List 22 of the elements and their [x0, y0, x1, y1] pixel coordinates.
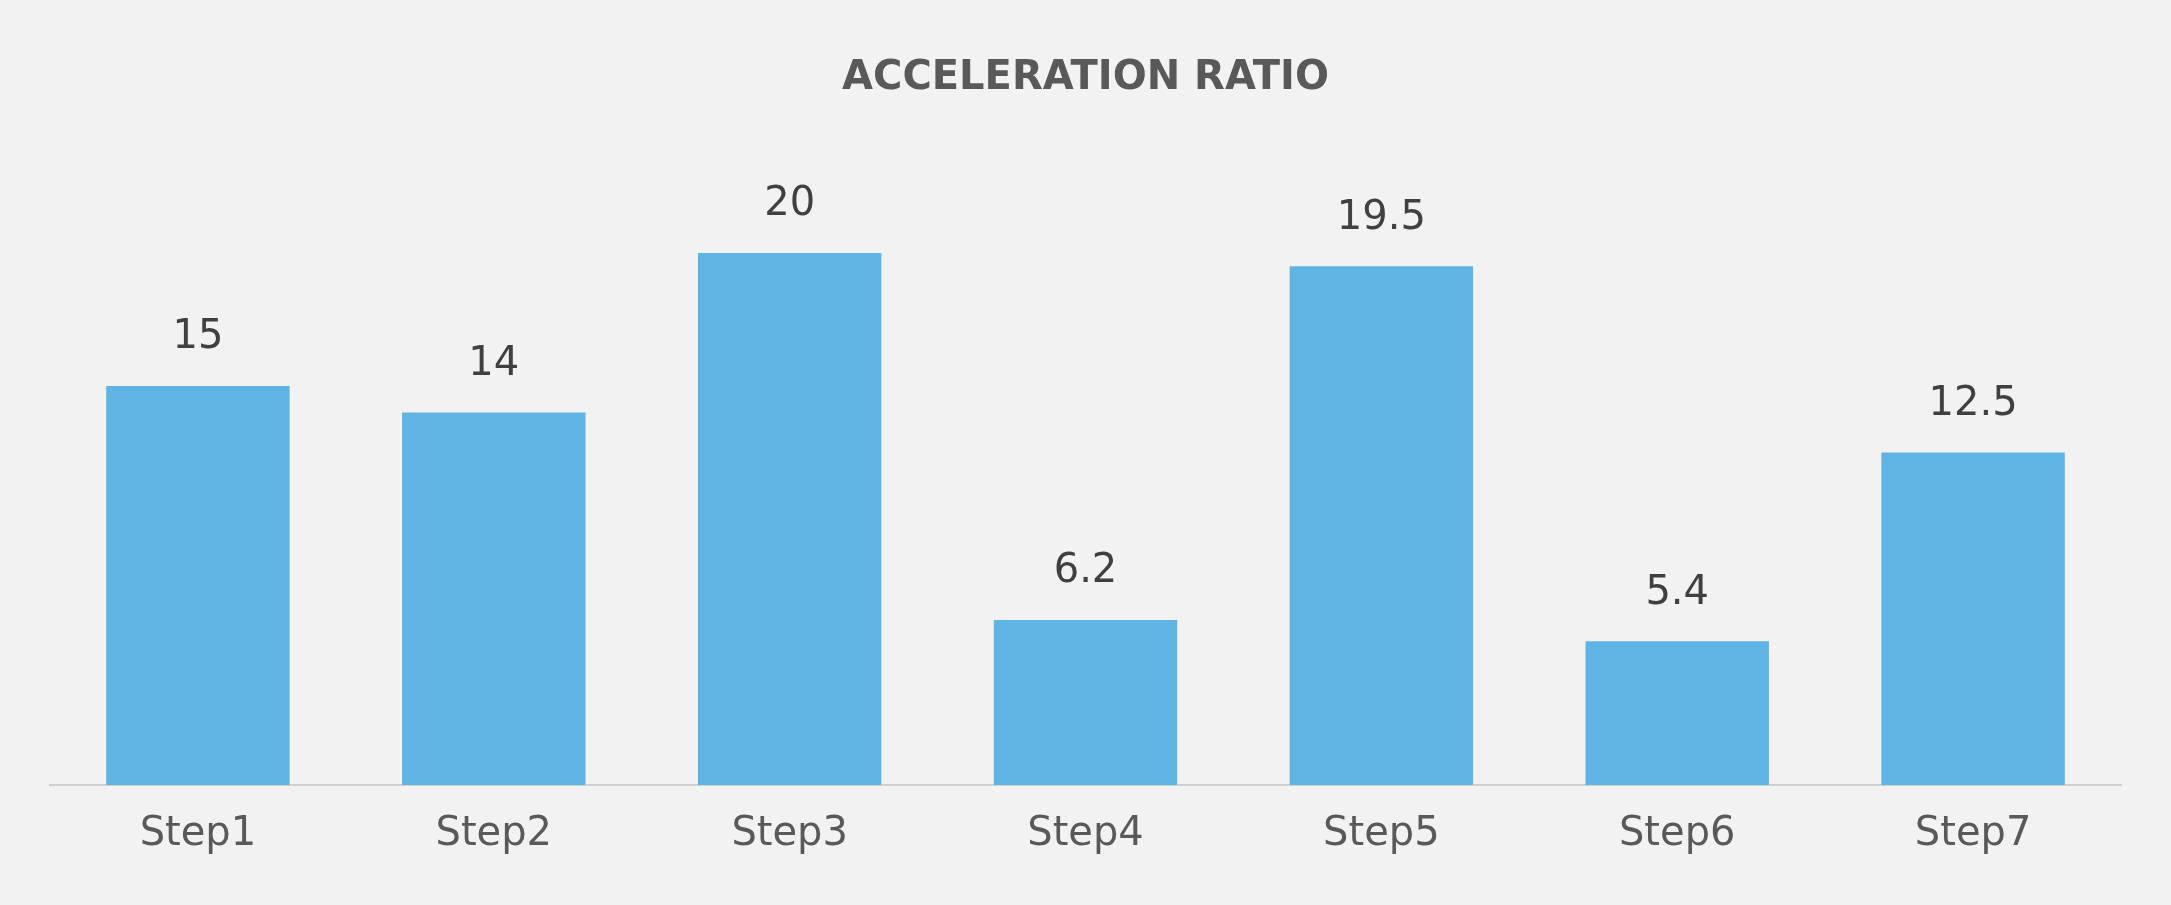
x-tick-label: Step5 [1323, 808, 1440, 855]
x-tick-label: Step7 [1914, 808, 2032, 855]
data-label: 19.5 [1336, 191, 1426, 238]
bar [993, 620, 1178, 785]
x-tick-label: Step4 [1027, 808, 1144, 855]
data-label: 12.5 [1928, 377, 2018, 424]
x-tick-label: Step3 [731, 808, 848, 855]
bar [1289, 266, 1474, 785]
data-label: 5.4 [1645, 566, 1710, 613]
data-label: 14 [468, 337, 520, 384]
bar [1881, 452, 2065, 785]
data-label: 15 [172, 311, 224, 358]
data-label: 6.2 [1053, 545, 1118, 592]
chart-title: ACCELERATION RATIO [842, 52, 1329, 99]
bar [1585, 641, 1769, 785]
x-tick-label: Step2 [435, 808, 553, 855]
bar [402, 412, 586, 785]
bar [697, 253, 882, 785]
data-label: 20 [764, 178, 816, 225]
x-tick-label: Step6 [1618, 808, 1736, 855]
bar [106, 386, 290, 785]
x-tick-label: Step1 [139, 808, 257, 855]
